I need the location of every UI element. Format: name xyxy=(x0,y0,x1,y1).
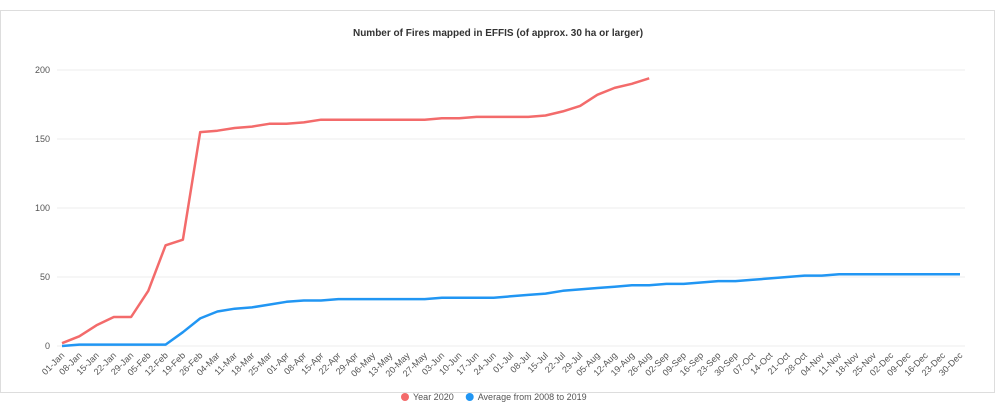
y-tick-label: 0 xyxy=(45,341,50,351)
y-tick-label: 100 xyxy=(35,203,50,213)
chart-title: Number of Fires mapped in EFFIS (of appr… xyxy=(353,28,643,39)
y-tick-label: 200 xyxy=(35,65,50,75)
series-line xyxy=(61,272,960,348)
legend-marker xyxy=(401,393,409,401)
legend-label: Year 2020 xyxy=(413,392,454,402)
y-tick-label: 50 xyxy=(40,272,50,282)
legend-label: Average from 2008 to 2019 xyxy=(478,392,587,402)
series-line xyxy=(61,77,650,345)
frame xyxy=(0,10,995,393)
legend-marker xyxy=(465,393,474,401)
y-tick-label: 150 xyxy=(35,134,50,144)
